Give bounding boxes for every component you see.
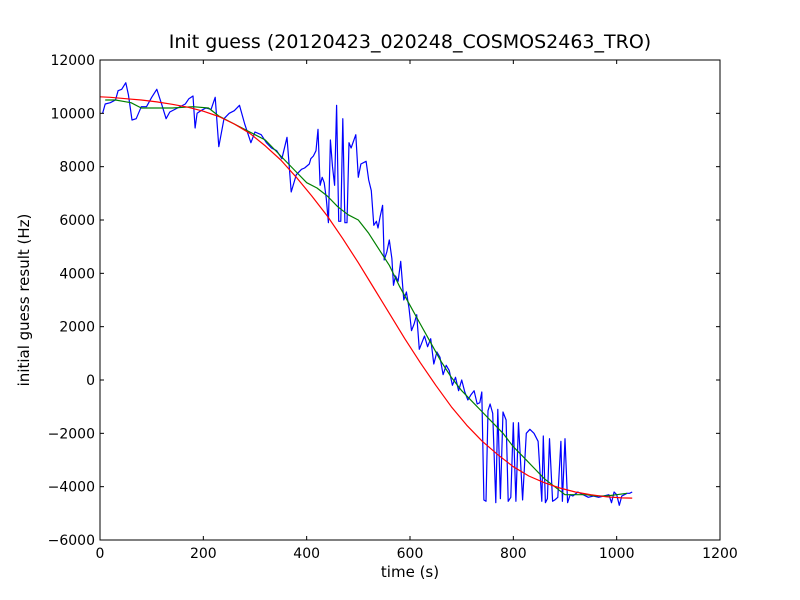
x-axis-label: time (s) bbox=[381, 563, 439, 581]
series-green-line bbox=[105, 99, 628, 497]
series-red-line bbox=[100, 96, 633, 499]
y-tick-label: −2000 bbox=[48, 426, 95, 442]
series-layer bbox=[100, 82, 633, 506]
x-tick-label: 200 bbox=[190, 546, 217, 562]
y-tick-label: −6000 bbox=[48, 533, 95, 549]
y-tick-label: 2000 bbox=[59, 320, 95, 336]
y-tick-label: 10000 bbox=[50, 106, 95, 122]
y-axis-label: initial guess result (Hz) bbox=[15, 214, 33, 387]
x-tick-label: 1200 bbox=[702, 546, 738, 562]
x-tick-label: 1000 bbox=[599, 546, 635, 562]
tick-layer: 0 200 400 600 800 1000 1200 −6000 −4000 −2000 0 200… bbox=[48, 53, 738, 562]
series-blue-line bbox=[102, 82, 633, 506]
chart-title: Init guess (20120423_020248_COSMOS2463_T… bbox=[169, 31, 651, 53]
y-tick-label: 4000 bbox=[59, 266, 95, 282]
x-tick-label: 0 bbox=[96, 546, 105, 562]
x-tick-label: 800 bbox=[500, 546, 527, 562]
y-tick-label: 0 bbox=[86, 373, 95, 389]
x-tick-label: 400 bbox=[293, 546, 320, 562]
plot-frame bbox=[99, 59, 721, 541]
y-tick-label: 12000 bbox=[50, 53, 95, 69]
y-tick-label: 6000 bbox=[59, 213, 95, 229]
y-tick-label: −4000 bbox=[48, 480, 95, 496]
y-tick-label: 8000 bbox=[59, 160, 95, 176]
x-tick-label: 600 bbox=[397, 546, 424, 562]
